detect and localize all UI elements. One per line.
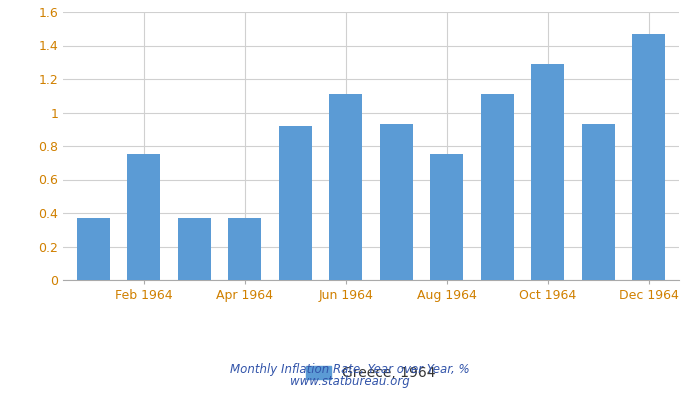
Bar bbox=[632, 34, 665, 280]
Bar bbox=[481, 94, 514, 280]
Bar bbox=[279, 126, 312, 280]
Legend: Greece, 1964: Greece, 1964 bbox=[300, 360, 442, 386]
Bar bbox=[228, 218, 261, 280]
Text: www.statbureau.org: www.statbureau.org bbox=[290, 376, 410, 388]
Bar bbox=[329, 94, 362, 280]
Bar bbox=[127, 154, 160, 280]
Bar bbox=[531, 64, 564, 280]
Bar bbox=[77, 218, 110, 280]
Bar bbox=[178, 218, 211, 280]
Text: Monthly Inflation Rate, Year over Year, %: Monthly Inflation Rate, Year over Year, … bbox=[230, 364, 470, 376]
Bar bbox=[380, 124, 413, 280]
Bar bbox=[582, 124, 615, 280]
Bar bbox=[430, 154, 463, 280]
